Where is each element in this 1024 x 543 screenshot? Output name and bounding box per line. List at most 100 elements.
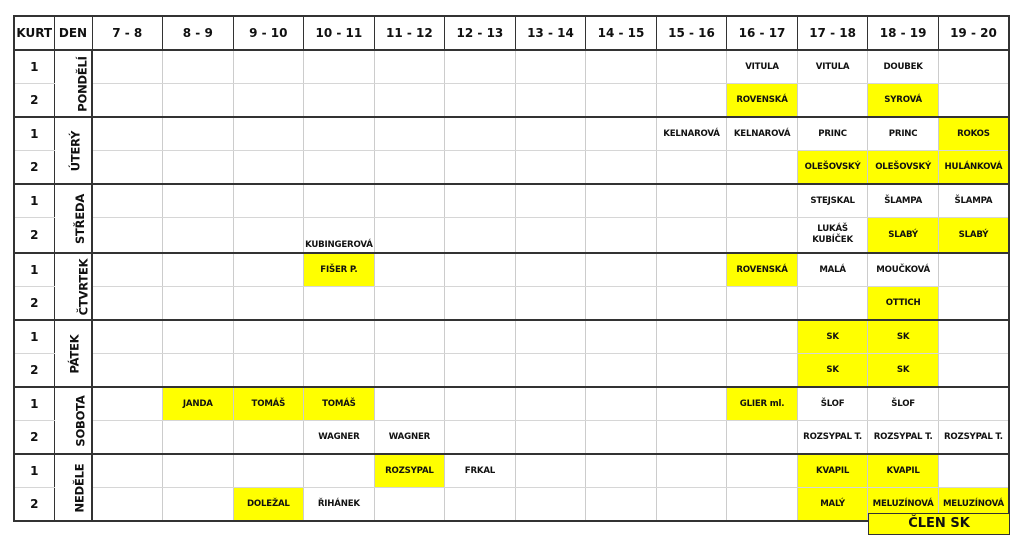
booking-cell: ŘIHÁNEK	[303, 487, 375, 522]
table-row: 1 PONDĚLÍ VITULA VITULA DOUBEK	[13, 49, 1010, 118]
court-number: 2	[13, 487, 55, 522]
schedule-cell	[655, 487, 728, 522]
day-name: ČTVRTEK	[75, 258, 90, 315]
schedule-cell	[91, 49, 164, 84]
schedule-cell	[585, 353, 657, 388]
schedule-cell	[162, 353, 234, 388]
schedule-cell	[937, 286, 1010, 321]
schedule-cell	[444, 487, 516, 522]
schedule-cell	[444, 217, 516, 254]
schedule-cell	[514, 420, 587, 455]
booking-cell-member: SYROVÁ	[867, 83, 939, 118]
court-number: 1	[13, 116, 55, 151]
court-number: 1	[13, 183, 55, 218]
header-slot: 18 - 19	[867, 15, 939, 51]
booking-cell-member: FIŠER P.	[303, 252, 375, 287]
schedule-cell	[514, 353, 587, 388]
table-row: 2 OTTICH	[13, 286, 1010, 321]
schedule-cell	[303, 453, 375, 488]
schedule-cell	[514, 319, 587, 354]
schedule-cell	[726, 217, 798, 254]
schedule-cell	[303, 83, 375, 118]
schedule-cell	[726, 183, 798, 218]
booking-cell: PRINC	[867, 116, 939, 151]
schedule-cell	[444, 420, 516, 455]
court-number: 1	[13, 386, 55, 421]
schedule-cell	[585, 49, 657, 84]
schedule-cell	[655, 83, 728, 118]
schedule-cell	[232, 453, 305, 488]
schedule-cell	[373, 150, 446, 185]
schedule-cell	[303, 150, 375, 185]
schedule-cell	[726, 453, 798, 488]
booking-cell: KUBINGEROVÁ	[303, 217, 375, 254]
schedule-cell	[91, 217, 164, 254]
schedule-cell	[232, 183, 305, 218]
schedule-cell	[514, 252, 587, 287]
schedule-cell	[585, 319, 657, 354]
schedule-cell	[655, 252, 728, 287]
table-row: 1 SOBOTA JANDA TOMÁŠ TOMÁŠ GLIER ml. ŠLOF ŠLOF	[13, 386, 1010, 455]
schedule-cell	[303, 183, 375, 218]
schedule-cell	[373, 286, 446, 321]
header-slot: 15 - 16	[655, 15, 728, 51]
day-name: ÚTERÝ	[67, 130, 82, 171]
schedule-cell	[162, 420, 234, 455]
booking-cell-member: SK	[867, 353, 939, 388]
schedule-cell	[91, 487, 164, 522]
schedule-cell	[232, 353, 305, 388]
schedule-cell	[162, 116, 234, 151]
booking-cell: ROZSYPAL T.	[937, 420, 1010, 455]
schedule-cell	[91, 252, 164, 287]
header-slot: 19 - 20	[937, 15, 1010, 51]
schedule-cell	[91, 150, 164, 185]
schedule-cell	[585, 183, 657, 218]
schedule-cell	[937, 49, 1010, 84]
header-kurt: KURT	[13, 15, 55, 51]
day-name: PÁTEK	[67, 334, 81, 373]
schedule-cell	[373, 83, 446, 118]
header-slot: 13 - 14	[514, 15, 587, 51]
booking-cell-member: SLABÝ	[937, 217, 1010, 254]
schedule-cell	[373, 319, 446, 354]
court-number: 2	[13, 217, 55, 254]
schedule-cell	[937, 319, 1010, 354]
schedule-cell	[91, 353, 164, 388]
schedule-cell	[162, 83, 234, 118]
schedule-cell	[585, 116, 657, 151]
schedule-cell	[514, 83, 587, 118]
booking-cell-member: SK	[867, 319, 939, 354]
schedule-cell	[303, 286, 375, 321]
day-label: SOBOTA	[53, 386, 93, 455]
day-label: ČTVRTEK	[53, 252, 93, 321]
schedule-cell	[91, 83, 164, 118]
schedule-cell	[373, 183, 446, 218]
table-row: 2 DOLEŽAL ŘIHÁNEK MALÝ MELUZÍNOVÁ MELUZÍNOVÁ	[13, 487, 1010, 522]
schedule-cell	[937, 83, 1010, 118]
day-name: PONDĚLÍ	[75, 55, 90, 112]
booking-cell-member: SK	[796, 319, 869, 354]
booking-cell-member: KVAPIL	[796, 453, 869, 488]
schedule-cell	[91, 319, 164, 354]
court-number: 2	[13, 353, 55, 388]
schedule-cell	[373, 386, 446, 421]
schedule-cell	[444, 319, 516, 354]
court-number: 1	[13, 319, 55, 354]
court-number: 1	[13, 49, 55, 84]
schedule-cell	[514, 150, 587, 185]
schedule-cell	[655, 217, 728, 254]
schedule-cell	[514, 286, 587, 321]
court-number: 1	[13, 252, 55, 287]
schedule-cell	[91, 183, 164, 218]
schedule-cell	[585, 453, 657, 488]
schedule-cell	[655, 319, 728, 354]
booking-cell-member: OLEŠOVSKÝ	[796, 150, 869, 185]
schedule-cell	[726, 353, 798, 388]
legend-member: ČLEN SK	[868, 513, 1010, 535]
booking-cell: ŠLAMPA	[867, 183, 939, 218]
header-slot: 14 - 15	[585, 15, 657, 51]
booking-cell: MOUČKOVÁ	[867, 252, 939, 287]
booking-cell-member: TOMÁŠ	[232, 386, 305, 421]
